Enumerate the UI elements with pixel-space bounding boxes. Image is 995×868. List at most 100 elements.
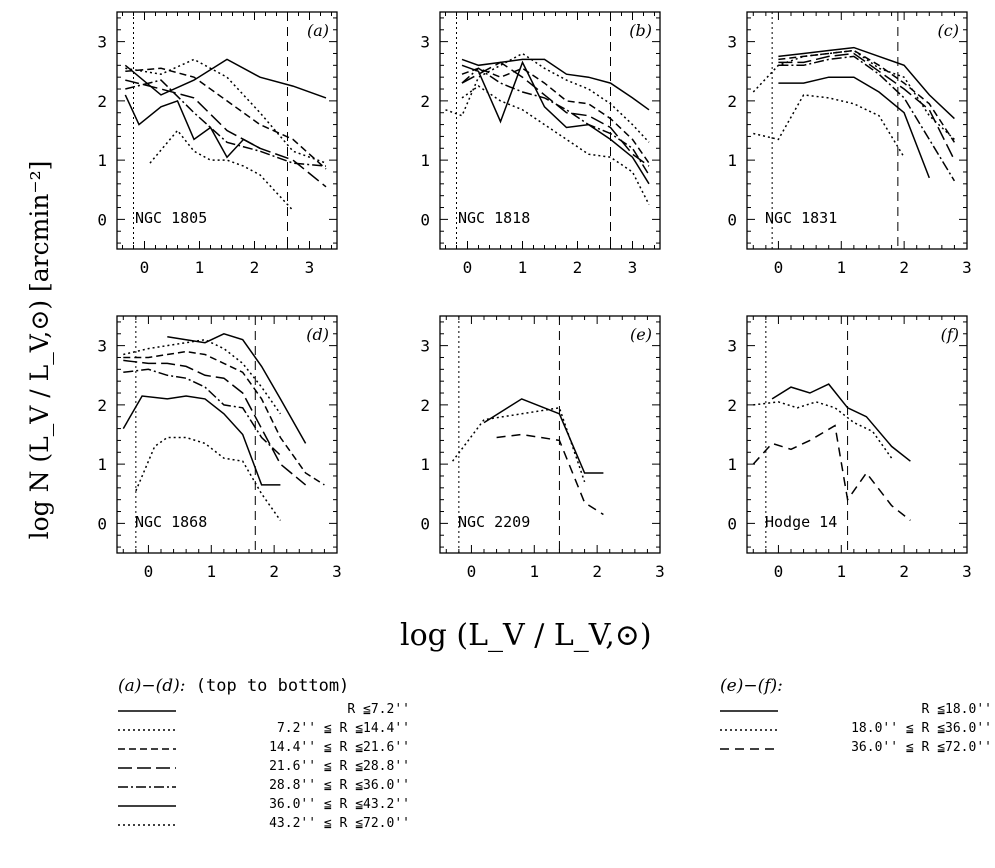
series-line-5: [123, 368, 281, 456]
series-line-7: [149, 129, 294, 212]
x-tick-label: 3: [962, 258, 972, 277]
legend-label: 43.2'' ≦ R ≦72.0'': [269, 816, 410, 831]
x-tick-label: 3: [332, 562, 342, 581]
y-tick-label: 3: [97, 33, 107, 52]
y-tick-label: 3: [727, 337, 737, 356]
x-tick-label: 3: [628, 258, 638, 277]
series-line-5: [461, 67, 650, 176]
x-tick-label: 1: [206, 562, 216, 581]
panel-frame: [116, 11, 338, 250]
cluster-name: NGC 1868: [135, 513, 207, 531]
series-line-1: [124, 58, 327, 99]
series-line-1: [461, 58, 650, 111]
legend-row: 28.8'' ≦ R ≦36.0'': [118, 778, 410, 797]
x-tick-label: 1: [518, 258, 528, 277]
series-line-2: [125, 58, 327, 164]
y-tick-label: 0: [420, 210, 430, 229]
panel-c: 0 1 2 3 0 1 2 3 (c) NGC 1831: [727, 11, 972, 277]
y-tick-label: 3: [727, 33, 737, 52]
panel-tag: (e): [630, 325, 652, 344]
series-line-3: [123, 350, 325, 486]
series-line-3: [461, 67, 650, 164]
y-tick-label: 2: [727, 92, 737, 111]
x-tick-label: 1: [529, 562, 539, 581]
series-line-2: [753, 401, 893, 459]
legend-row: 43.2'' ≦ R ≦72.0'': [118, 816, 410, 835]
y-tick-label: 2: [420, 92, 430, 111]
x-tick-label: 2: [899, 562, 909, 581]
legend-label: 36.0'' ≦ R ≦72.0'': [851, 740, 992, 755]
panel-tag: (a): [307, 21, 329, 40]
legend-radius-bins-a-d: (a)−(d): (top to bottom) R ≦7.2'' 7.2'' ≦ …: [118, 676, 410, 835]
y-tick-label: 3: [420, 337, 430, 356]
series-line-4: [125, 79, 327, 188]
legend-line-sample: [118, 748, 176, 750]
x-tick-label: 2: [269, 562, 279, 581]
x-tick-label: 2: [250, 258, 260, 277]
series-line-2: [452, 406, 586, 483]
legend-label: R ≦18.0'': [921, 702, 992, 717]
y-tick-label: 0: [97, 210, 107, 229]
series-line-7: [461, 85, 650, 205]
y-tick-label: 1: [727, 455, 737, 474]
panel-e: 0 1 2 3 0 1 2 3 (e) NGC 2209: [420, 315, 665, 581]
legend-row: 18.0'' ≦ R ≦36.0'': [720, 721, 992, 740]
x-tick-label: 0: [467, 562, 477, 581]
legend-row: 21.6'' ≦ R ≦28.8'': [118, 759, 410, 778]
y-tick-label: 2: [420, 396, 430, 415]
legend-label: R ≦7.2'': [347, 702, 410, 717]
series-line-3: [125, 67, 327, 170]
legend-label: 14.4'' ≦ R ≦21.6'': [269, 740, 410, 755]
legend-line-sample: [720, 729, 778, 731]
panel-tag: (c): [938, 21, 959, 40]
x-tick-label: 1: [195, 258, 205, 277]
legend-line-sample: [720, 710, 778, 712]
legend-label: 36.0'' ≦ R ≦43.2'': [269, 797, 410, 812]
legend-line-sample: [118, 805, 176, 807]
x-tick-label: 2: [592, 562, 602, 581]
y-tick-label: 1: [420, 455, 430, 474]
legend-line-sample: [118, 710, 176, 712]
series-line-5: [125, 79, 327, 167]
legend-row: R ≦18.0'': [720, 702, 992, 721]
y-tick-label: 1: [420, 151, 430, 170]
panel-a: 0 1 2 3 0 1 2 3 (a) NGC 1805: [97, 11, 338, 277]
y-axis-label-text: log N (L_V / L_V,⊙) [arcmin⁻²]: [25, 161, 54, 540]
panel-tag: (b): [629, 21, 652, 40]
series-line-3: [496, 433, 604, 516]
series-line-1: [167, 332, 307, 444]
cluster-name: Hodge 14: [765, 513, 837, 531]
x-tick-label: 2: [899, 258, 909, 277]
panel-frame: [746, 11, 968, 250]
legend-label: 18.0'' ≦ R ≦36.0'': [851, 721, 992, 736]
series-line-2: [123, 338, 282, 415]
panel-frame: [439, 315, 661, 554]
legend-line-sample: [118, 729, 176, 731]
series-line-4: [123, 359, 307, 486]
legend-row: 36.0'' ≦ R ≦43.2'': [118, 797, 410, 816]
legend-heading: (e)−(f):: [720, 676, 783, 696]
series-line-2: [752, 49, 955, 140]
panel-f: 0 1 2 3 0 1 2 3 (f) Hodge 14: [727, 315, 972, 581]
x-tick-label: 3: [962, 562, 972, 581]
y-tick-label: 0: [727, 514, 737, 533]
y-tick-label: 2: [727, 396, 737, 415]
cluster-name: NGC 1805: [135, 209, 207, 227]
x-tick-label: 0: [774, 562, 784, 581]
legend-line-sample: [118, 824, 176, 826]
panel-frame: [439, 11, 661, 250]
y-tick-label: 3: [97, 337, 107, 356]
x-tick-label: 3: [655, 562, 665, 581]
panel-frame: [116, 315, 338, 554]
panel-tag: (f): [941, 325, 959, 344]
series-line-7: [753, 94, 905, 158]
y-tick-label: 0: [420, 514, 430, 533]
panel-d: 0 1 2 3 0 1 2 3 (d) NGC 1868: [97, 315, 342, 581]
x-tick-label: 0: [144, 562, 154, 581]
legend-row: 14.4'' ≦ R ≦21.6'': [118, 740, 410, 759]
panel-b: 0 1 2 3 0 1 2 3 (b) NGC 1818: [420, 11, 661, 277]
y-axis-label: log N (L_V / L_V,⊙) [arcmin⁻²]: [6, 150, 76, 550]
series-line-2: [445, 52, 650, 143]
series-line-5: [778, 55, 956, 182]
